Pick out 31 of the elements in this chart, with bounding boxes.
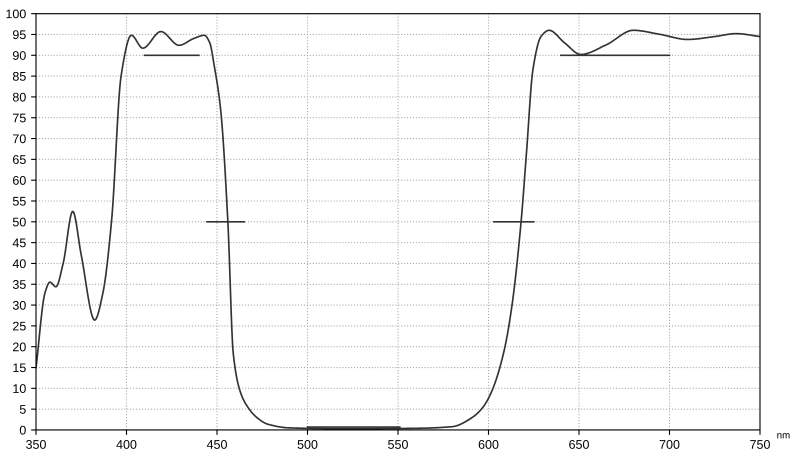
y-tick-label: 30 <box>12 300 26 310</box>
y-tick-label: 85 <box>12 72 26 81</box>
x-tick-label: 650 <box>569 440 589 449</box>
y-tick-label: 45 <box>12 238 26 248</box>
x-tick-label: 500 <box>298 440 318 449</box>
x-tick-label: 600 <box>478 440 498 449</box>
y-tick-label: 55 <box>12 196 26 206</box>
y-tick-label: 90 <box>12 51 26 60</box>
y-tick-label: 20 <box>13 342 26 352</box>
x-tick-label: 550 <box>388 440 408 449</box>
x-tick-label: 750 <box>750 440 770 449</box>
x-tick-label: 400 <box>116 440 136 449</box>
y-tick-label: 80 <box>12 92 26 102</box>
y-tick-label: 25 <box>13 322 26 331</box>
y-tick-label: 70 <box>13 134 26 144</box>
y-tick-label: 75 <box>13 114 26 122</box>
x-tick-label: 450 <box>206 440 227 449</box>
x-tick-label: 350 <box>26 440 46 449</box>
y-tick-label: 35 <box>12 280 26 289</box>
x-axis-title: nm <box>777 433 790 438</box>
y-tick-label: 5 <box>20 405 26 414</box>
x-tick-label: 700 <box>660 440 680 449</box>
y-tick-label: 95 <box>12 30 26 40</box>
y-tick-label: 65 <box>13 155 26 164</box>
y-tick-label: 100 <box>6 9 26 18</box>
y-tick-label: 10 <box>13 384 26 393</box>
y-tick-label: 60 <box>13 176 26 185</box>
y-tick-label: 0 <box>20 426 26 435</box>
y-tick-label: 15 <box>13 363 26 372</box>
y-tick-label: 40 <box>12 259 26 268</box>
y-tick-label: 50 <box>12 218 26 226</box>
